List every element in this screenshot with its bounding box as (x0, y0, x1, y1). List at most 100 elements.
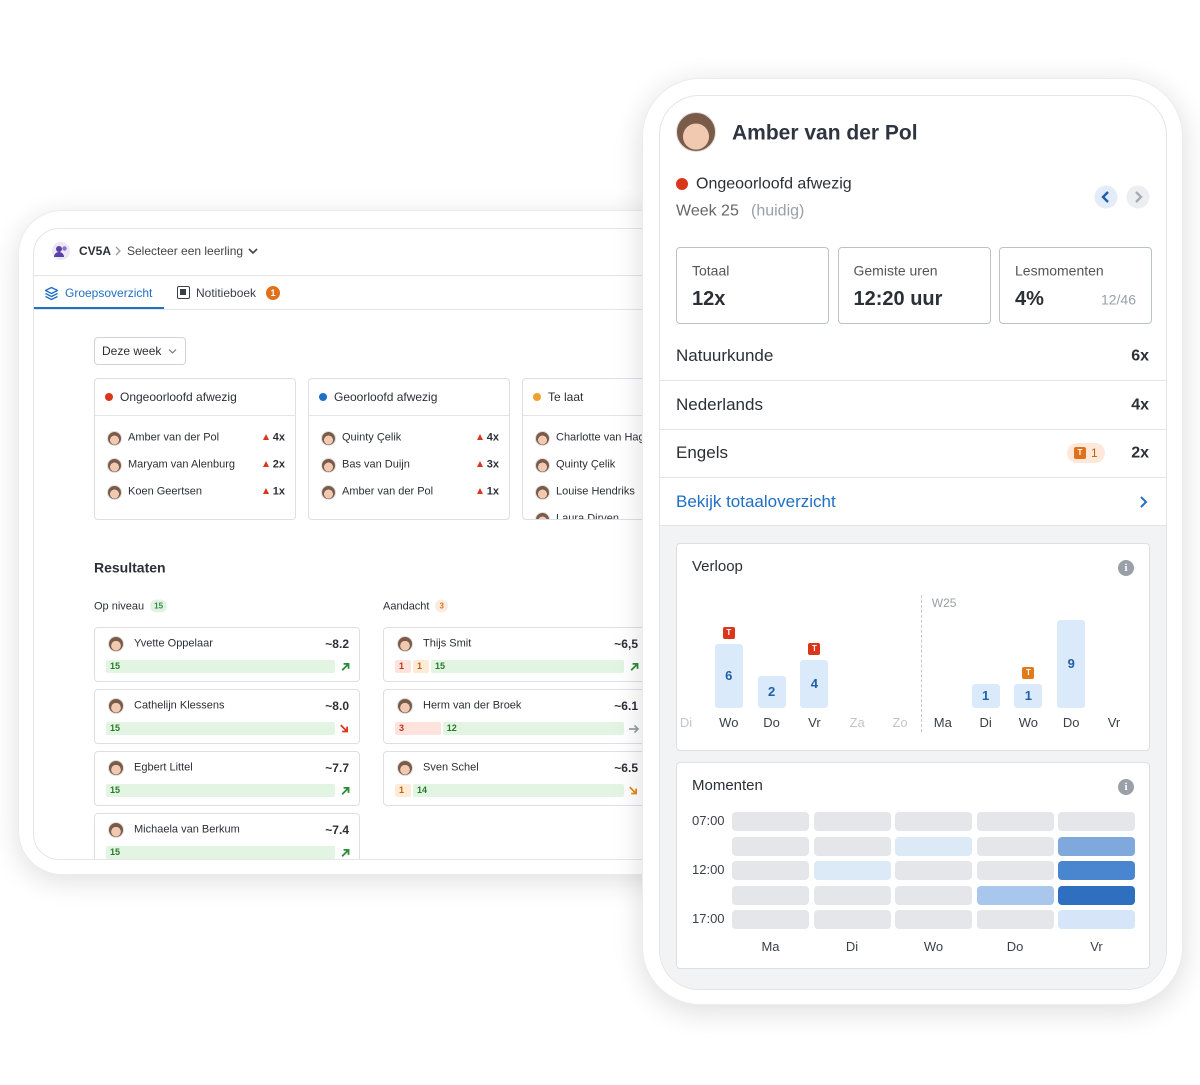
result-bar: 15 (106, 660, 335, 673)
bar (714, 644, 743, 708)
avatar (320, 484, 336, 500)
student-select[interactable]: Selecteer een leerling (127, 243, 244, 258)
result-card[interactable]: Michaela van Berkum ~7.4 15 (94, 813, 360, 859)
trend-card: Verloop i Di Wo 6 T Do 2 Vr 4 T Za Zo W25 Ma Di 1 Wo 1 T D… (676, 543, 1150, 751)
phone-screen: Amber van der Pol Ongeoorloofd afwezig W… (659, 95, 1167, 990)
result-card[interactable]: Egbert Littel ~7.7 15 (94, 751, 360, 806)
heat-cell (732, 836, 809, 856)
result-card[interactable]: Cathelijn Klessens ~8.0 15 (94, 689, 360, 744)
trend-icon (626, 658, 643, 675)
increase-icon (477, 461, 483, 467)
results-title: Resultaten (94, 559, 166, 576)
avatar (534, 457, 550, 473)
increase-icon (477, 488, 483, 494)
group-name[interactable]: CV5A (79, 243, 112, 258)
heat-cell (732, 861, 809, 880)
overview-link[interactable]: Bekijk totaaloverzicht (676, 491, 836, 511)
heat-cell (732, 885, 809, 905)
status-dot (105, 393, 113, 401)
week-separator (920, 595, 922, 732)
avatar (676, 112, 716, 152)
breadcrumb-separator (115, 246, 121, 256)
day-label: Wo (1018, 715, 1039, 731)
result-bar: 1 1 15 (395, 660, 624, 673)
student-name: Quinty Çelik (556, 458, 616, 471)
stat-value: 4% (1015, 288, 1044, 310)
absence-card[interactable]: Ongeoorloofd afwezig Amber van der Pol 4x M… (94, 378, 296, 520)
group-count: 3 (435, 599, 448, 613)
info-icon[interactable]: i (1118, 560, 1134, 576)
bar (1014, 684, 1043, 708)
group-label: Op niveau 15 (94, 599, 168, 613)
tab[interactable]: Notitieboek (196, 285, 257, 300)
increase-icon (263, 461, 269, 467)
trend-icon (337, 720, 354, 737)
period-select[interactable] (94, 337, 186, 365)
info-icon[interactable]: i (1118, 779, 1134, 795)
status-dot (676, 178, 688, 190)
student-name: Louise Hendriks (556, 485, 635, 498)
late-tag: T (722, 627, 735, 639)
bar-label: 6 (725, 668, 733, 684)
result-segment: 1 (413, 660, 429, 673)
heat-cell (895, 812, 972, 831)
time-label: 07:00 (692, 813, 725, 829)
trend-icon (626, 782, 643, 799)
avatar (534, 511, 550, 519)
absence-card[interactable]: Geoorloofd afwezig Quinty Çelik 4x Bas van … (308, 378, 510, 520)
avatar (108, 760, 124, 776)
result-card[interactable]: Herm van der Broek ~6.1 3 12 (383, 689, 649, 744)
result-card[interactable]: Thijs Smit ~6,5 1 1 15 (383, 627, 649, 682)
tab-icon (44, 286, 59, 301)
stat-detail: 12/46 (1100, 291, 1136, 308)
stat-value: 12x (692, 288, 726, 310)
prev-week-button[interactable] (1094, 185, 1118, 209)
day-label: Vr (1090, 939, 1103, 955)
divider (660, 380, 1166, 381)
day-label: Wo (719, 715, 739, 731)
divider (660, 477, 1166, 478)
student-name: Yvette Oppelaar (134, 637, 213, 650)
heat-cell (813, 861, 891, 880)
count: 4x (272, 431, 285, 444)
day-label: Wo (923, 939, 944, 955)
avatar (534, 484, 550, 500)
result-segment: 1 (395, 784, 411, 797)
tab-underline (34, 307, 164, 309)
result-card[interactable]: Sven Schel ~6.5 1 14 (383, 751, 649, 806)
result-segment: 1 (395, 660, 411, 673)
heat-cell (813, 812, 891, 831)
increase-icon (477, 434, 483, 440)
count: 3x (486, 458, 499, 471)
student-name: Egbert Littel (134, 761, 193, 774)
grade: ~7.4 (325, 822, 349, 837)
heat-cell (1058, 861, 1135, 880)
result-bar: 15 (106, 846, 335, 859)
day-label: Do (1006, 939, 1024, 955)
divider (660, 428, 1166, 430)
tab[interactable]: Groepsoverzicht (65, 285, 153, 300)
divider (34, 275, 682, 276)
heat-cell (1058, 910, 1135, 929)
result-card[interactable]: Yvette Oppelaar ~8.2 15 (94, 627, 360, 682)
time-label: 17:00 (692, 911, 725, 927)
trend-icon (337, 844, 354, 859)
avatar (108, 822, 124, 838)
student-name: Bas van Duijn (342, 458, 410, 471)
stat-box: Lesmomenten 4% 12/46 (999, 247, 1152, 324)
stat-label: Lesmomenten (1015, 262, 1104, 279)
day-label: Zo (892, 715, 908, 731)
subject-name: Natuurkunde (676, 345, 774, 365)
day-label: Di (845, 939, 859, 955)
heat-cell (1058, 885, 1135, 905)
stat-value: 12:20 uur (853, 288, 943, 310)
day-label: Ma (761, 939, 780, 955)
subject-name: Nederlands (676, 394, 763, 414)
next-week-button[interactable] (1126, 185, 1150, 209)
divider (523, 415, 682, 416)
late-tag: T (1022, 667, 1035, 679)
bar-label: 4 (810, 676, 819, 692)
grade: ~7.7 (325, 760, 349, 775)
grade: ~8.2 (325, 636, 349, 651)
